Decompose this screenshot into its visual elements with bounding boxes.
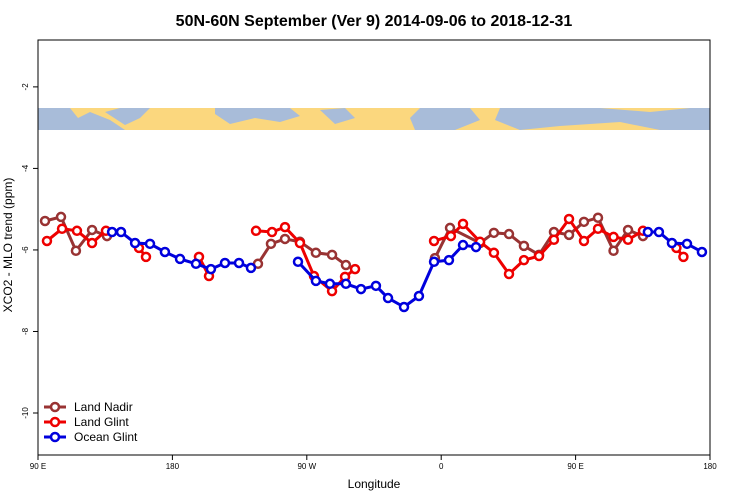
point	[86, 237, 98, 249]
point	[608, 245, 619, 257]
point	[428, 256, 440, 268]
point	[190, 258, 202, 270]
y-axis-label: XCO2 - MLO trend (ppm)	[1, 178, 15, 313]
point	[413, 290, 425, 302]
y-tick-label: -2	[21, 83, 30, 91]
point	[219, 257, 231, 269]
x-tick-label: 90 E	[30, 462, 46, 471]
point	[294, 237, 306, 249]
point	[129, 237, 141, 249]
point	[642, 226, 654, 238]
point	[144, 238, 156, 250]
point	[55, 211, 67, 223]
point	[86, 224, 98, 236]
point	[245, 262, 257, 274]
point	[205, 263, 217, 275]
point	[159, 246, 171, 258]
legend-label: Ocean Glint	[74, 430, 138, 444]
point	[443, 254, 455, 266]
point	[310, 275, 322, 287]
point	[518, 240, 530, 252]
point	[444, 222, 456, 234]
legend-marker	[49, 416, 61, 428]
x-tick-label: 180	[703, 462, 717, 471]
point	[563, 213, 575, 225]
point	[457, 218, 469, 230]
point	[106, 226, 118, 238]
point	[428, 235, 440, 247]
point	[470, 241, 482, 253]
point	[533, 250, 545, 262]
point	[340, 278, 352, 290]
point	[488, 247, 500, 259]
point	[324, 278, 336, 290]
point	[382, 292, 394, 304]
point	[279, 221, 291, 233]
point	[548, 234, 560, 246]
point	[578, 235, 590, 247]
x-tick-label: 90 E	[567, 462, 583, 471]
point	[457, 239, 469, 251]
point	[279, 233, 291, 245]
point	[41, 235, 53, 247]
point	[70, 245, 82, 257]
y-tick-label: -10	[21, 407, 30, 419]
point	[622, 224, 634, 236]
point	[488, 227, 500, 239]
legend-marker	[49, 431, 61, 443]
point	[696, 246, 708, 258]
chart-title: 50N-60N September (Ver 9) 2014-09-06 to …	[176, 13, 573, 30]
y-tick-label: -6	[21, 246, 30, 254]
x-tick-label: 0	[439, 462, 444, 471]
point	[174, 253, 186, 265]
point	[355, 283, 367, 295]
point	[563, 229, 575, 241]
point	[71, 225, 83, 237]
point	[349, 263, 361, 275]
y-tick-label: -4	[21, 164, 30, 172]
plot-frame	[37, 39, 711, 456]
point	[578, 216, 590, 228]
y-tick-label: -8	[21, 327, 30, 335]
point	[518, 254, 530, 266]
point	[445, 230, 457, 242]
point	[681, 238, 693, 250]
point	[592, 223, 604, 234]
point	[622, 234, 634, 246]
legend-label: Land Glint	[74, 415, 129, 429]
x-tick-label: 180	[166, 462, 180, 471]
x-axis-label: Longitude	[348, 477, 401, 491]
point	[678, 251, 689, 263]
map-strip	[38, 108, 710, 130]
point	[503, 228, 515, 240]
point	[666, 237, 678, 249]
point	[608, 231, 619, 243]
point	[503, 268, 515, 280]
point	[292, 256, 304, 268]
point	[266, 226, 278, 238]
point	[310, 247, 322, 259]
point	[592, 212, 604, 223]
point	[653, 226, 665, 238]
point	[250, 225, 262, 237]
point	[398, 301, 410, 313]
series-line	[112, 230, 703, 309]
point	[265, 238, 277, 250]
point	[370, 280, 382, 292]
point	[115, 226, 127, 238]
x-tick-label: 90 W	[297, 462, 316, 471]
point	[326, 249, 338, 261]
point	[340, 259, 352, 271]
point	[233, 257, 245, 269]
point	[56, 223, 68, 234]
point	[39, 215, 51, 227]
legend-label: Land Nadir	[74, 400, 133, 414]
legend-marker	[49, 401, 61, 413]
point	[140, 251, 152, 263]
